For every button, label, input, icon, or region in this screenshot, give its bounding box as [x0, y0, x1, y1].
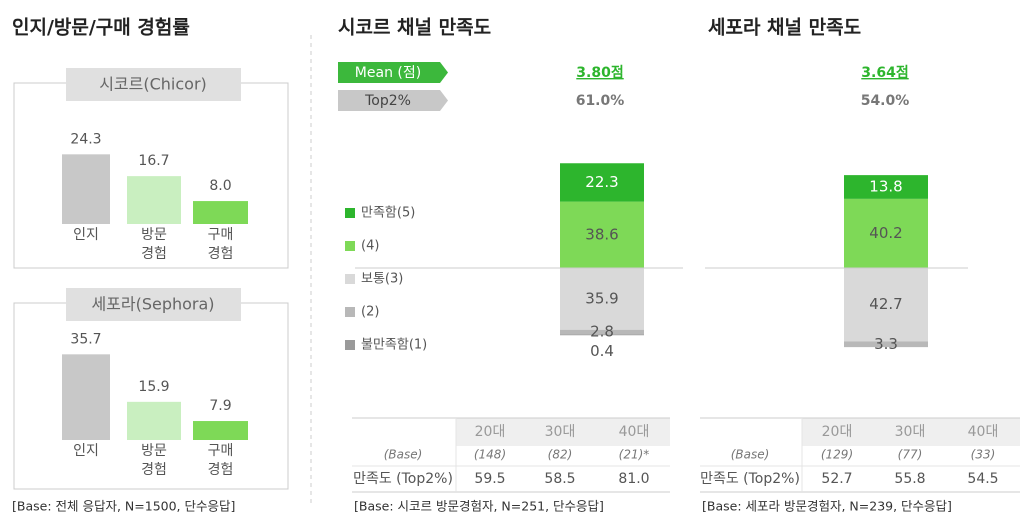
- channel-title: 시코르 채널 만족도: [338, 17, 491, 39]
- table-cell: 55.8: [894, 471, 925, 487]
- value-label: 35.7: [70, 331, 101, 347]
- table-cell: (Base): [384, 448, 423, 462]
- table-header: 30대: [895, 424, 926, 440]
- category-label: 구매: [208, 227, 234, 243]
- table-header-bg: [456, 418, 670, 446]
- segment-label: 35.9: [585, 289, 618, 307]
- stack-segment: [844, 198, 928, 268]
- top2-label: Top2%: [364, 93, 411, 109]
- table-cell: 81.0: [618, 471, 649, 487]
- top2-badge: [338, 90, 448, 111]
- value-label: 15.9: [138, 379, 169, 395]
- table-cell: (33): [971, 448, 996, 462]
- table-header: 40대: [619, 424, 650, 440]
- legend-swatch: [345, 274, 355, 284]
- legend-label: (4): [361, 239, 379, 254]
- segment-label: 40.2: [869, 224, 902, 242]
- category-label: 경험: [141, 246, 167, 262]
- value-label: 8.0: [209, 178, 231, 194]
- table-cell: (148): [474, 448, 506, 462]
- mean-value: 3.64점: [861, 64, 908, 81]
- bar: [127, 176, 181, 224]
- footnote: [Base: 세포라 방문경험자, N=239, 단수응답]: [702, 499, 952, 514]
- channel-title: 세포라 채널 만족도: [708, 17, 861, 39]
- legend-label: 불만족함(1): [361, 338, 427, 353]
- segment-label: 42.7: [869, 295, 902, 313]
- legend-swatch: [345, 208, 355, 218]
- bar: [62, 154, 110, 224]
- stack-segment: [844, 175, 928, 199]
- category-label: 방문: [141, 443, 167, 459]
- table-header: 20대: [475, 424, 506, 440]
- table-header: 40대: [968, 424, 999, 440]
- category-label: 경험: [208, 462, 234, 478]
- value-label: 7.9: [209, 398, 231, 414]
- mean-badge: [338, 62, 448, 83]
- value-label: 16.7: [138, 153, 169, 169]
- legend-label: 만족함(5): [361, 206, 415, 221]
- table-cell: 만족도 (Top2%): [700, 471, 800, 487]
- segment-label: 2.8: [590, 323, 614, 341]
- bar: [193, 201, 248, 224]
- table-header: 20대: [822, 424, 853, 440]
- category-label: 방문: [141, 227, 167, 243]
- category-label: 인지: [73, 443, 99, 459]
- mean-value: 3.80점: [576, 64, 623, 81]
- bar: [62, 354, 110, 440]
- footnote: [Base: 전체 응답자, N=1500, 단수응답]: [12, 499, 235, 514]
- stack-segment: [560, 329, 644, 335]
- legend-swatch: [345, 307, 355, 317]
- legend-label: 보통(3): [361, 272, 403, 287]
- table-cell: (Base): [731, 448, 770, 462]
- table-cell: 58.5: [544, 471, 575, 487]
- mean-label: Mean (점): [355, 65, 421, 81]
- stack-segment: [560, 334, 644, 336]
- footnote: [Base: 시코르 방문경험자, N=251, 단수응답]: [354, 499, 604, 514]
- segment-label: 22.3: [585, 173, 618, 191]
- segment-label: 13.8: [869, 177, 902, 195]
- segment-label: 0.4: [590, 342, 614, 360]
- panel-header: [66, 288, 241, 321]
- stack-segment: [844, 268, 928, 342]
- top2-value: 61.0%: [576, 93, 625, 109]
- table-cell: 만족도 (Top2%): [353, 471, 453, 487]
- stack-segment: [560, 268, 644, 330]
- legend-swatch: [345, 241, 355, 251]
- panel-title: 시코르(Chicor): [99, 75, 207, 94]
- segment-label: 38.6: [585, 225, 618, 243]
- table-header: 30대: [545, 424, 576, 440]
- top2-value: 54.0%: [861, 93, 910, 109]
- panel-title: 세포라(Sephora): [91, 295, 214, 314]
- table-cell: (129): [821, 448, 853, 462]
- category-label: 구매: [208, 443, 234, 459]
- table-cell: (21)*: [619, 448, 650, 462]
- legend-label: (2): [361, 305, 379, 320]
- category-label: 경험: [141, 462, 167, 478]
- panel-header: [66, 68, 241, 101]
- table-header-bg: [802, 418, 1020, 446]
- table-cell: (82): [548, 448, 573, 462]
- stack-segment: [844, 341, 928, 348]
- category-label: 인지: [73, 227, 99, 243]
- bar: [127, 401, 181, 440]
- table-cell: 59.5: [474, 471, 505, 487]
- segment-label: 3.3: [874, 335, 898, 353]
- legend-swatch: [345, 340, 355, 350]
- bar: [193, 421, 248, 440]
- table-cell: (77): [898, 448, 923, 462]
- section-title: 인지/방문/구매 경험률: [12, 17, 190, 39]
- value-label: 24.3: [70, 131, 101, 147]
- stack-segment: [560, 201, 644, 268]
- table-cell: 54.5: [967, 471, 998, 487]
- stack-segment: [560, 163, 644, 202]
- table-cell: 52.7: [821, 471, 852, 487]
- category-label: 경험: [208, 246, 234, 262]
